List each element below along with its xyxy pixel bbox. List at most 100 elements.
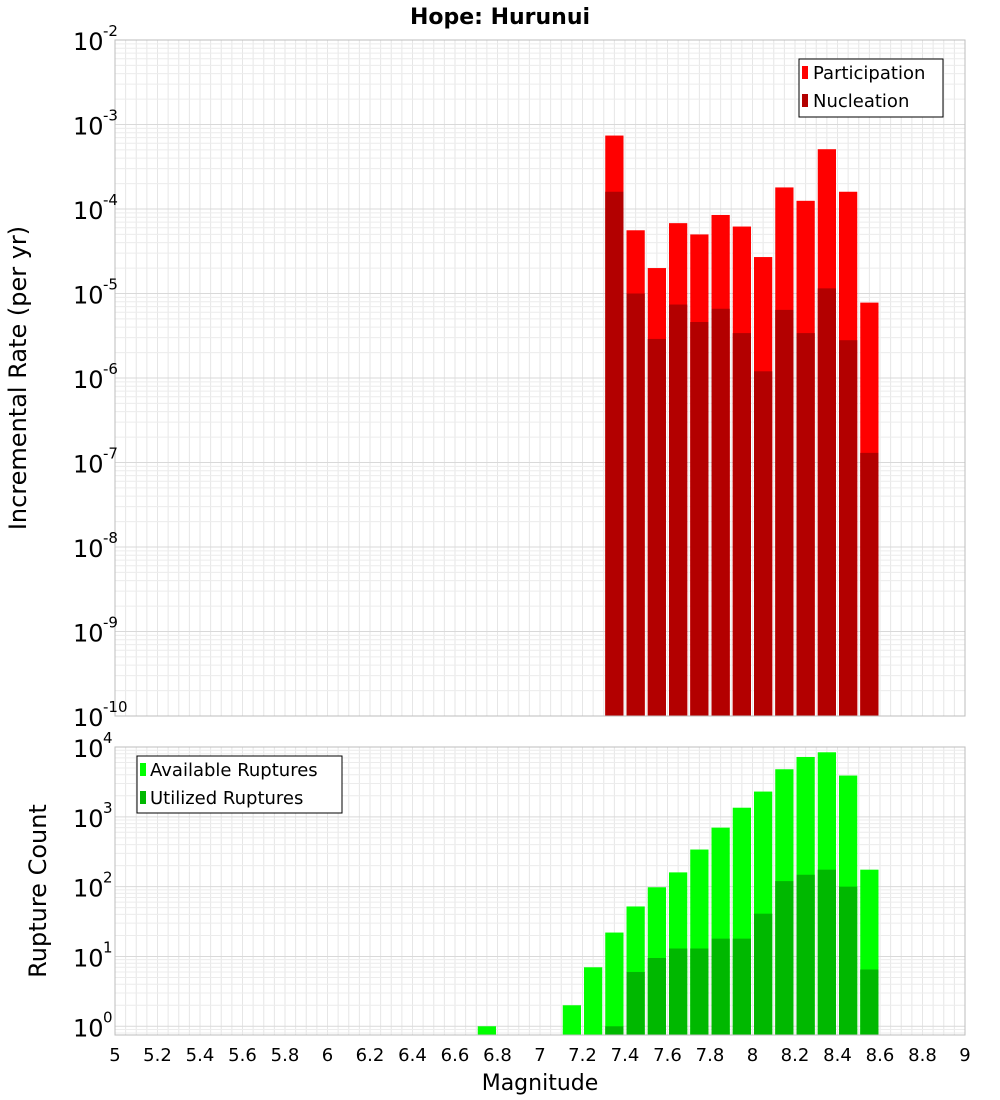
bottom-y-tick-base: 10 [73,944,104,972]
top-y-tick-exponent: -8 [103,529,118,547]
top-bar-nucleation [817,288,836,716]
legend-label-participation: Participation [813,63,925,84]
top-y-tick-exponent: -4 [103,191,118,209]
top-y-tick-base: 10 [73,28,104,56]
top-y-tick-label: 10 -9 [73,614,118,648]
top-y-axis-label: Incremental Rate (per yr) [4,226,32,530]
top-bars [605,135,879,717]
top-bar-nucleation [669,304,688,716]
x-tick-label: 8.6 [866,1045,895,1066]
top-legend: Participation Nucleation [798,58,944,118]
bottom-bar-utilized-ruptures [839,886,858,1035]
top-bar-nucleation [711,308,730,716]
top-y-tick-base: 10 [73,113,104,141]
top-y-tick-label: 10 -2 [73,22,118,56]
x-tick-label: 7.4 [611,1045,640,1066]
top-y-tick-label: 10 -3 [73,107,118,141]
bottom-y-tick-exponent: 2 [103,869,113,887]
bottom-bar-utilized-ruptures [605,1026,624,1035]
bottom-y-tick-exponent: 1 [103,938,113,956]
top-bar-nucleation [605,191,624,717]
bottom-y-tick-exponent: 3 [103,799,113,817]
top-y-tick-base: 10 [73,704,104,732]
bottom-plot-border [114,746,966,1036]
bottom-y-tick-base: 10 [73,735,104,763]
top-y-tick-base: 10 [73,451,104,479]
bottom-y-tick-base: 10 [73,1014,104,1042]
bottom-bar-utilized-ruptures [732,938,751,1035]
top-y-tick-label: 10 -8 [73,529,118,563]
bottom-bar-utilized-ruptures [817,869,836,1035]
bottom-bar-utilized-ruptures [690,948,709,1035]
top-y-tick-base: 10 [73,197,104,225]
legend-swatch-nucleation [802,94,808,107]
bottom-bar-utilized-ruptures [796,874,815,1035]
bottom-bar-available-ruptures [584,967,603,1035]
bottom-bar-available-ruptures [562,1005,581,1035]
x-tick-label: 5.4 [186,1045,215,1066]
top-y-tick-exponent: -7 [103,445,118,463]
x-tick-label: 8.2 [781,1045,810,1066]
x-tick-label: 8.4 [823,1045,852,1066]
legend-label-utilized: Utilized Ruptures [150,788,303,809]
legend-label-available: Available Ruptures [150,760,318,781]
bottom-bar-utilized-ruptures [754,913,773,1035]
legend-swatch-available [140,763,146,776]
bottom-y-axis-label: Rupture Count [24,804,52,978]
x-tick-label: 7.6 [653,1045,682,1066]
top-bar-nucleation [626,293,645,716]
bottom-y-tick-label: 10 0 [73,1008,113,1042]
top-y-tick-base: 10 [73,620,104,648]
top-y-tick-base: 10 [73,282,104,310]
top-bar-nucleation [754,371,773,716]
bottom-bar-utilized-ruptures [669,948,688,1035]
top-y-tick-base: 10 [73,535,104,563]
bottom-bar-utilized-ruptures [647,958,666,1035]
x-tick-label: 9 [959,1045,970,1066]
legend-swatch-participation [802,66,808,79]
bottom-y-tick-exponent: 0 [103,1008,113,1026]
top-legend-box [798,58,944,118]
top-y-tick-label: 10 -7 [73,445,118,479]
top-y-tick-base: 10 [73,366,104,394]
bottom-bars [477,752,879,1035]
x-tick-label: 5.2 [143,1045,172,1066]
bottom-y-tick-label: 10 2 [73,869,113,903]
x-axis-label: Magnitude [482,1071,599,1096]
x-tick-label: 8.8 [908,1045,937,1066]
x-tick-labels: 5 5.2 5.4 5.6 5.8 6 6.2 6.4 6.6 6.8 7 7.2 7.4 7.6 7.8 8… [109,1045,970,1066]
bottom-y-tick-base: 10 [73,805,104,833]
bottom-bar-utilized-ruptures [775,881,794,1035]
top-y-tick-label: 10 -6 [73,360,118,394]
bottom-y-tick-exponent: 4 [103,729,113,747]
x-tick-label: 5.8 [271,1045,300,1066]
top-plot-border [114,39,966,717]
x-tick-label: 6.8 [483,1045,512,1066]
bottom-bar-available-ruptures [605,932,624,1035]
top-y-tick-exponent: -10 [103,698,128,716]
x-tick-label: 7.8 [696,1045,725,1066]
x-tick-label: 7 [534,1045,545,1066]
bottom-bar-utilized-ruptures [626,971,645,1035]
x-tick-label: 8 [747,1045,758,1066]
chart-title: Hope: Hurunui [410,5,590,30]
bottom-y-tick-label: 10 1 [73,938,113,972]
top-y-tick-exponent: -5 [103,276,118,294]
legend-swatch-utilized [140,791,146,804]
top-bar-nucleation [796,333,815,716]
legend-label-nucleation: Nucleation [813,91,909,112]
bottom-bar-utilized-ruptures [711,938,730,1035]
bottom-y-tick-label: 10 3 [73,799,113,833]
top-bar-nucleation [690,321,709,716]
bottom-y-tick-label: 10 4 [73,729,113,763]
top-y-tick-label: 10 -4 [73,191,118,225]
top-bar-nucleation [839,340,858,716]
x-tick-label: 5 [109,1045,120,1066]
top-grid [114,39,966,717]
x-tick-label: 6.4 [398,1045,427,1066]
